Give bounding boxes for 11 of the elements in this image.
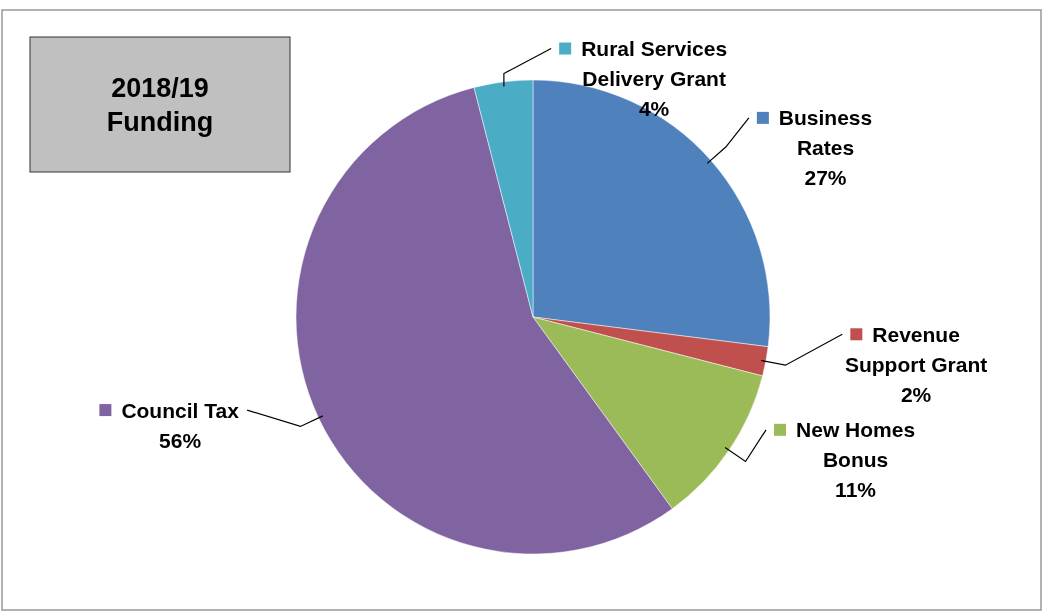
- legend-label: Council Tax: [121, 398, 240, 422]
- legend-label: Business Rates: [778, 106, 873, 160]
- data-label: 4%: [638, 97, 670, 121]
- data-label: 56%: [159, 428, 202, 452]
- data-label: 27%: [804, 166, 847, 190]
- text: 2018/19 Funding: [106, 73, 214, 137]
- legend-label: New Homes Bonus: [796, 418, 916, 472]
- data-label: 2%: [900, 382, 932, 406]
- legend-label: Revenue Support Grant: [844, 322, 988, 376]
- legend-label: Rural Services Delivery Grant: [581, 37, 728, 91]
- data-label: 11%: [835, 478, 877, 502]
